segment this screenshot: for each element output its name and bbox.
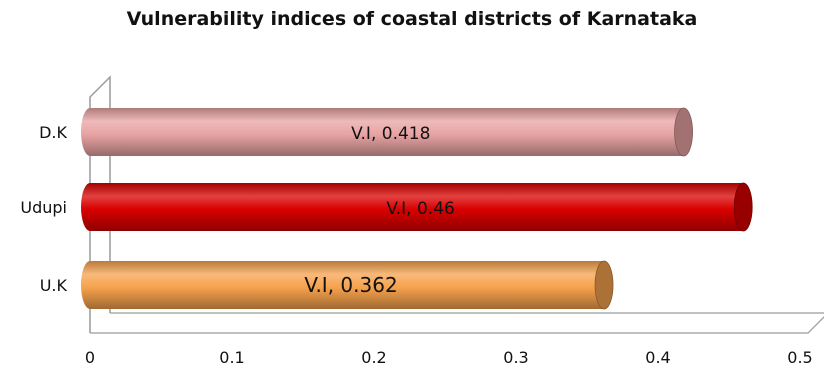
- bar-end-cap: [674, 107, 693, 157]
- bar-udupi: [81, 183, 753, 231]
- bar-end-cap: [733, 182, 753, 232]
- data-label: V.I, 0.418: [351, 124, 430, 144]
- x-axis-ticks: 0 0.1 0.2 0.3 0.4 0.5: [85, 348, 813, 367]
- x-tick-label: 0: [85, 348, 95, 367]
- bar-end-cap: [594, 260, 614, 310]
- category-label: U.K: [40, 276, 68, 295]
- y-axis-categories: D.K Udupi U.K: [20, 123, 67, 295]
- x-tick-label: 0.3: [503, 348, 528, 367]
- category-label: Udupi: [20, 198, 67, 217]
- data-label: V.I, 0.46: [386, 199, 455, 219]
- x-tick-label: 0.4: [645, 348, 670, 367]
- chart-title: Vulnerability indices of coastal distric…: [126, 8, 698, 30]
- floor-line: [90, 312, 824, 334]
- bar-d-k: [81, 108, 693, 156]
- x-tick-label: 0.2: [361, 348, 386, 367]
- bars-group: V.I, 0.418 V.I, 0.46 V.I, 0.362: [81, 107, 753, 310]
- data-label: V.I, 0.362: [304, 273, 397, 297]
- category-label: D.K: [39, 123, 67, 142]
- x-tick-label: 0.5: [787, 348, 812, 367]
- bar-u-k: [81, 261, 614, 309]
- x-tick-label: 0.1: [219, 348, 244, 367]
